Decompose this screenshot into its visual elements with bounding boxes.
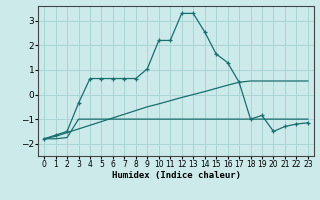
X-axis label: Humidex (Indice chaleur): Humidex (Indice chaleur) [111, 171, 241, 180]
